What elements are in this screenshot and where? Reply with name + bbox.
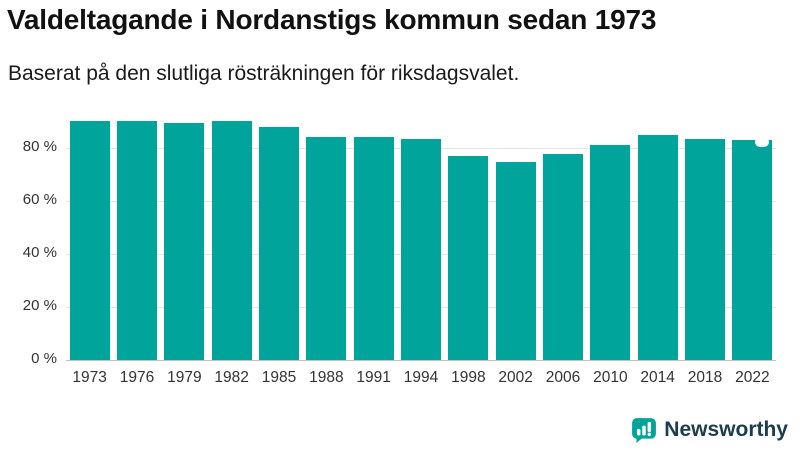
bar-1998: [448, 155, 489, 360]
x-tick-label: 2006: [545, 369, 581, 386]
bar-1985: [259, 126, 299, 360]
bar-2006: [543, 154, 583, 360]
x-tick-label: 1985: [261, 369, 297, 386]
x-tick-label: 2022: [735, 369, 770, 386]
bar-1994: [401, 138, 441, 360]
x-tick-label: 2018: [687, 369, 723, 386]
bar-2010: [590, 145, 631, 360]
chart-subtitle: Baserat på den slutliga rösträkningen fö…: [8, 62, 520, 85]
x-tick-label: 1982: [214, 369, 249, 386]
y-tick-label: 80 %: [22, 137, 57, 155]
x-tick-label: 2014: [640, 369, 675, 386]
x-tick-label: 2010: [593, 369, 628, 386]
latest-bar-marker: [755, 136, 770, 147]
bar-2018: [685, 138, 725, 360]
bar-1973: [69, 121, 110, 360]
y-tick-label: 60 %: [22, 190, 57, 208]
y-tick-label: 40 %: [22, 243, 57, 261]
x-tick-label: 1998: [451, 369, 486, 386]
bar-2014: [637, 134, 678, 360]
bar-1991: [353, 137, 394, 360]
x-tick-label: 1973: [72, 369, 107, 386]
bar-1982: [211, 121, 252, 360]
x-axis-line: [66, 360, 776, 361]
bar-2002: [495, 162, 536, 360]
bar-1988: [306, 137, 347, 360]
x-tick-label: 1979: [167, 369, 202, 386]
x-tick-label: 1976: [119, 369, 155, 386]
x-tick-label: 1991: [356, 369, 391, 386]
bar-chart: 0 % 20 % 40 % 60 % 80 % 1973 1976 1979 1982 1985 1…: [0, 112, 800, 402]
brand-footer: Newsworthy: [631, 417, 788, 443]
y-tick-label: 20 %: [22, 296, 57, 314]
x-tick-label: 1988: [309, 369, 344, 386]
brand-name: Newsworthy: [664, 418, 788, 441]
newsworthy-logo-icon: [632, 418, 657, 443]
y-tick-label: 0 %: [31, 350, 57, 367]
chart-title: Valdeltagande i Nordanstigs kommun sedan…: [7, 4, 657, 35]
bar-2022: [732, 136, 773, 360]
bar-1979: [164, 122, 205, 360]
x-tick-label: 2002: [498, 369, 533, 386]
bar-1976: [117, 121, 157, 360]
x-tick-label: 1994: [403, 369, 439, 386]
